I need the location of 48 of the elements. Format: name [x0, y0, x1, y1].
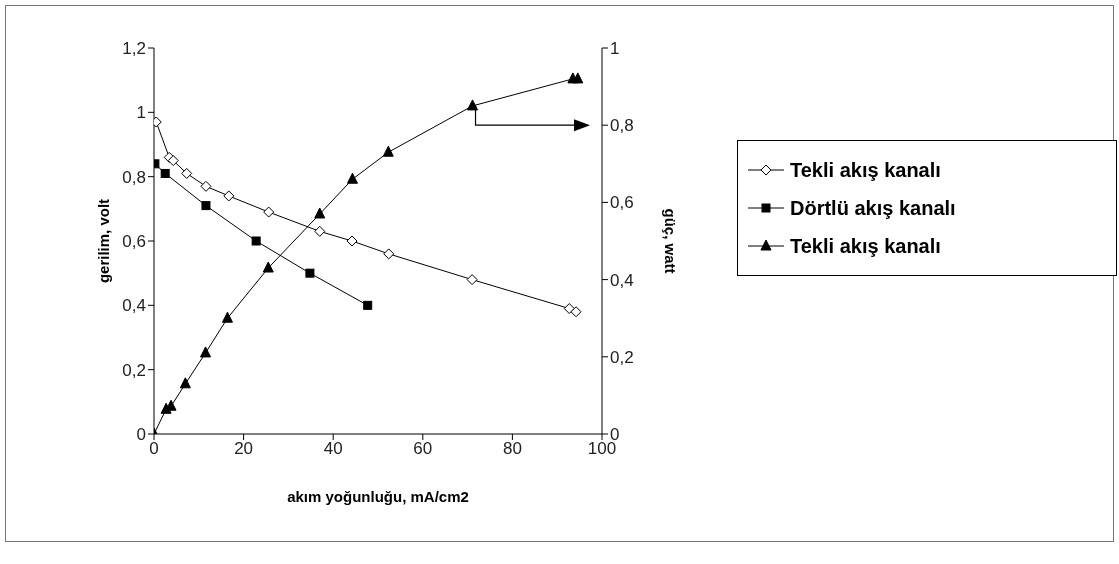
point [467, 99, 479, 111]
x-tick-label: 60 [413, 439, 433, 459]
point [466, 274, 478, 286]
y-tick-label: 1,2 [122, 39, 146, 59]
x-tick-label: 80 [502, 439, 522, 459]
y-tick-label: 0 [136, 425, 146, 445]
point [382, 145, 394, 157]
point [314, 207, 326, 219]
point [221, 311, 233, 323]
point [563, 303, 575, 315]
point [181, 167, 193, 179]
x-tick-label: 40 [323, 439, 343, 459]
y-tick-label: 0,6 [122, 232, 146, 252]
point [200, 180, 212, 192]
y-tick-label: 1 [136, 103, 146, 123]
y2-tick-label: 1 [610, 39, 620, 59]
point [179, 377, 191, 389]
point [160, 168, 170, 178]
y2-tick-label: 0,4 [610, 270, 634, 290]
y2-tick-label: 0,6 [610, 193, 634, 213]
point [346, 235, 358, 247]
x-tick-label: 20 [234, 439, 254, 459]
point [263, 206, 275, 218]
legend-label: Tekli akış kanalı [790, 158, 941, 182]
point [200, 346, 212, 358]
y-tick-label: 0,4 [122, 296, 146, 316]
legend-label: Dörtlü akış kanalı [790, 196, 956, 220]
point [251, 236, 261, 246]
point [570, 306, 582, 318]
legend-label: Tekli akış kanalı [790, 234, 941, 258]
x-tick-label: 0 [149, 439, 159, 459]
y2-tick-label: 0,2 [610, 347, 634, 367]
y2-tick-label: 0,8 [610, 116, 634, 136]
point [572, 72, 584, 84]
point [346, 172, 358, 184]
point [201, 201, 211, 211]
point [223, 190, 235, 202]
y-tick-label: 0,2 [122, 360, 146, 380]
y-axis-title: gerilim, volt [95, 198, 113, 284]
point [167, 155, 179, 167]
y2-axis-title: güç, watt [661, 208, 679, 274]
point [363, 300, 373, 310]
point [305, 268, 315, 278]
point [314, 225, 326, 237]
point [262, 261, 274, 273]
point [383, 248, 395, 260]
y-tick-label: 0,8 [122, 167, 146, 187]
x-axis-title: akım yoğunluğu, mA/cm2 [287, 488, 469, 505]
